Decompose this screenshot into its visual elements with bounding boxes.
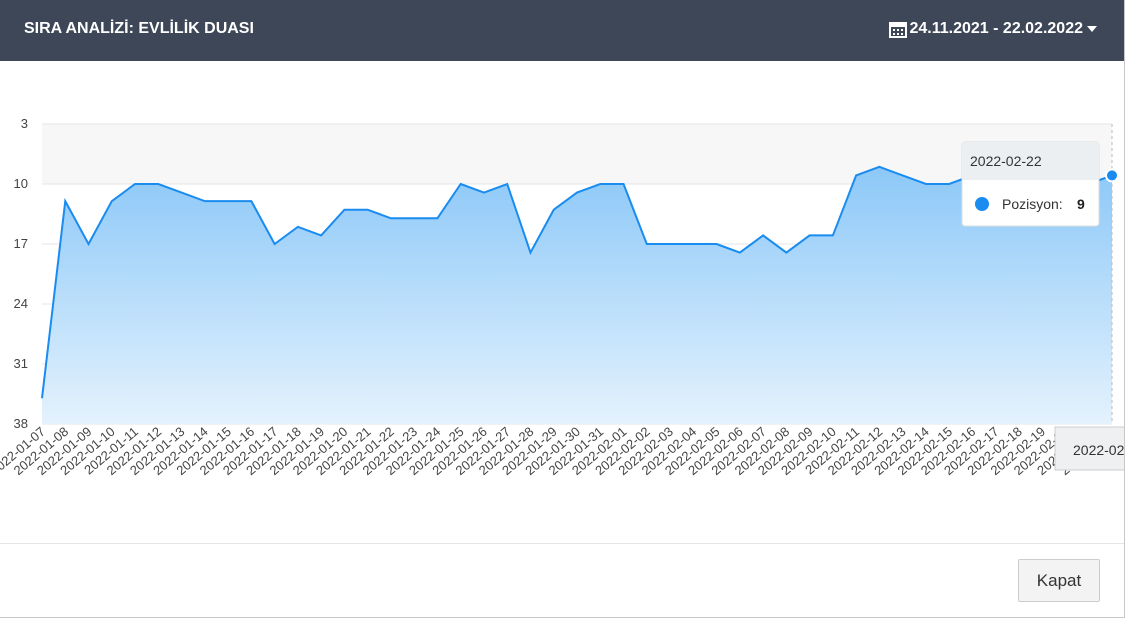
close-button[interactable]: Kapat <box>1018 559 1100 602</box>
date-range-picker[interactable]: 24.11.2021 - 22.02.2022 <box>888 20 1099 38</box>
tooltip-dot <box>975 197 989 211</box>
y-tick-label: 24 <box>14 296 28 311</box>
crosshair-label: 2022-02-22 <box>1073 442 1124 458</box>
date-range: 24.11.2021 - 22.02.2022 <box>909 20 1084 37</box>
modal-title: SIRA ANALİZİ: EVLİLİK DUASI <box>24 20 254 37</box>
tooltip-date: 2022-02-22 <box>970 153 1042 169</box>
y-tick-label: 10 <box>14 176 28 191</box>
calendar-icon <box>888 22 907 38</box>
plot-band <box>42 124 1112 184</box>
y-tick-label: 17 <box>14 236 28 251</box>
footer-divider <box>0 543 1124 544</box>
point-marker <box>1105 168 1119 183</box>
y-tick-label: 38 <box>14 416 28 431</box>
modal-header: SIRA ANALİZİ: EVLİLİK DUASI 24.11.2021 -… <box>0 0 1124 61</box>
chart: 310172431382022-01-072022-01-082022-01-0… <box>0 116 1124 478</box>
y-tick-label: 31 <box>14 356 28 371</box>
caret <box>1087 26 1097 32</box>
line <box>41 165 1113 399</box>
tooltip-value: 9 <box>1077 196 1085 212</box>
y-tick-label: 3 <box>21 116 28 131</box>
tooltip-label: Pozisyon: <box>1002 196 1063 212</box>
crosshair-label-box <box>1054 426 1124 471</box>
area <box>42 166 1112 424</box>
tooltip-header <box>962 142 1099 180</box>
